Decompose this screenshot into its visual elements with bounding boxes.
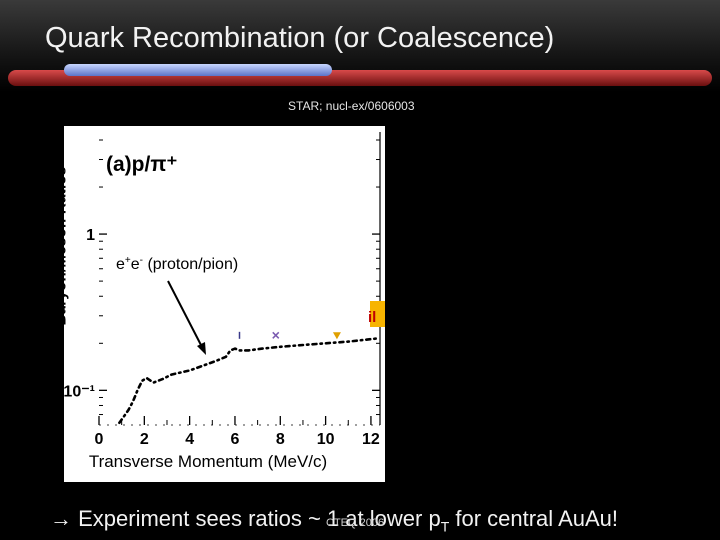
arrow-icon: → <box>50 506 72 531</box>
header-decoration <box>8 64 712 86</box>
chart-svg: 0 2 4 6 8 10 12 10⁻¹ 1 (a)p/π⁺ e+e- (proton/pion… <box>63 132 385 471</box>
marker-cross <box>272 331 280 339</box>
slide-title: Quark Recombination (or Coalescence) <box>45 22 555 54</box>
annotation-label: e+e- (proton/pion) <box>116 255 238 273</box>
marker-triangle <box>332 332 341 340</box>
x-tick-label: 10 <box>317 431 335 448</box>
annotation-arrow <box>167 280 206 355</box>
series-line <box>118 337 379 425</box>
x-tick-label: 4 <box>185 431 194 448</box>
footer-tail: for central AuAu! <box>449 506 619 531</box>
x-tick-label: 8 <box>276 431 285 448</box>
y-tick-label: 10⁻¹ <box>64 383 95 400</box>
source-citation: STAR; nucl-ex/0606003 <box>288 99 415 113</box>
slide-header: Quark Recombination (or Coalescence) <box>0 0 720 92</box>
conference-label: CTEQ 2006 <box>326 517 385 529</box>
x-axis-label: Transverse Momentum (MeV/c) <box>89 452 327 471</box>
clipped-legend: il <box>368 301 385 327</box>
x-tick-label: 2 <box>140 431 149 448</box>
svg-text:il: il <box>368 309 376 326</box>
y-tick-label: 1 <box>86 227 95 244</box>
chart-panel: 0 2 4 6 8 10 12 10⁻¹ 1 (a)p/π⁺ e+e- (proton/pion… <box>63 126 385 482</box>
footer-text: → Experiment sees ratios ~ 1 at lower pT… <box>50 506 618 534</box>
panel-label: (a)p/π⁺ <box>106 153 178 176</box>
x-tick-label: 0 <box>95 431 104 448</box>
footer-main: Experiment sees ratios ~ 1 at lower p <box>78 506 441 531</box>
y-axis-label: Baryon/Meson Ratios <box>52 166 70 326</box>
x-tick-label: 12 <box>362 431 380 448</box>
footer-subscript: T <box>440 518 450 535</box>
x-tick-label: 6 <box>231 431 240 448</box>
